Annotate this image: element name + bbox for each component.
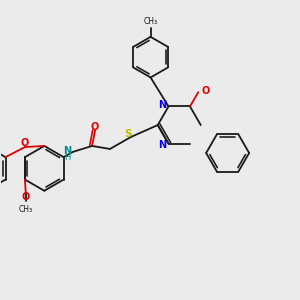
Text: O: O bbox=[21, 139, 29, 148]
Text: O: O bbox=[22, 192, 30, 202]
Text: N: N bbox=[158, 100, 166, 110]
Text: H: H bbox=[64, 153, 70, 162]
Text: O: O bbox=[91, 122, 99, 131]
Text: CH₃: CH₃ bbox=[143, 16, 158, 26]
Text: O: O bbox=[202, 86, 210, 96]
Text: N: N bbox=[63, 146, 71, 156]
Text: S: S bbox=[124, 129, 132, 139]
Text: N: N bbox=[158, 140, 166, 150]
Text: CH₃: CH₃ bbox=[19, 205, 33, 214]
